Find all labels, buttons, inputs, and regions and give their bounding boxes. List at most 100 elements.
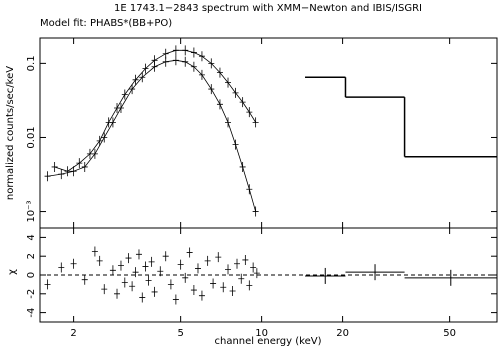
data-point <box>167 279 174 290</box>
data-point <box>121 89 128 100</box>
data-point <box>157 266 164 277</box>
data-point <box>81 274 88 285</box>
data-point <box>51 161 58 172</box>
data-point <box>129 84 136 95</box>
data-point <box>96 255 103 266</box>
y-tick-label: 0.01 <box>26 126 37 148</box>
y-tick-label: 0.1 <box>26 55 37 71</box>
y-axis-label: χ <box>7 269 18 275</box>
data-point <box>208 84 215 95</box>
x-tick-label: 50 <box>443 328 456 339</box>
data-point <box>81 161 88 172</box>
data-point <box>252 117 259 128</box>
data-point <box>253 268 260 279</box>
data-point <box>246 280 253 291</box>
data-point <box>190 61 197 72</box>
data-point <box>194 263 201 274</box>
data-point <box>91 148 98 159</box>
data-point <box>172 45 179 56</box>
data-point <box>109 117 116 128</box>
x-tick-label: 5 <box>177 328 183 339</box>
y-tick-label: 10⁻³ <box>26 201 37 223</box>
data-point <box>190 285 197 296</box>
data-point <box>225 77 232 88</box>
data-point <box>117 102 124 113</box>
data-point <box>232 139 239 150</box>
data-point <box>239 97 246 108</box>
data-point <box>216 67 223 78</box>
data-point <box>117 260 124 271</box>
data-point <box>139 292 146 303</box>
data-point <box>162 56 169 67</box>
data-point <box>151 286 158 297</box>
data-point <box>44 279 51 290</box>
data-point <box>162 251 169 262</box>
data-point <box>246 107 253 118</box>
data-point <box>101 132 108 143</box>
data-point <box>182 272 189 283</box>
y-tick-label: -2 <box>26 289 37 299</box>
data-point <box>210 278 217 289</box>
y-axis-label: normalized counts/sec/keV <box>5 66 16 200</box>
data-point <box>208 58 215 69</box>
data-point <box>215 252 222 263</box>
data-point <box>204 255 211 266</box>
y-tick-label: -4 <box>26 308 37 318</box>
data-point <box>172 55 179 66</box>
data-point <box>109 265 116 276</box>
y-tick-label: 4 <box>26 234 37 240</box>
x-axis-label: channel energy (keV) <box>214 336 321 347</box>
data-point <box>142 63 149 74</box>
data-point <box>250 262 257 273</box>
data-point <box>234 258 241 269</box>
data-point <box>238 273 245 284</box>
data-point <box>58 262 65 273</box>
data-point <box>132 267 139 278</box>
data-point <box>64 166 71 177</box>
data-point <box>132 74 139 85</box>
data-point <box>246 184 253 195</box>
data-point <box>145 275 152 286</box>
data-point <box>172 294 179 305</box>
model-line <box>47 59 257 212</box>
model-line <box>54 49 256 172</box>
chart-title: 1E 1743.1−2843 spectrum with XMM−Newton … <box>114 3 422 14</box>
data-point <box>135 249 142 260</box>
data-point <box>148 256 155 267</box>
chart-subtitle: Model fit: PHABS*(BB+PO) <box>40 18 172 29</box>
data-point <box>58 169 65 180</box>
x-tick-label: 2 <box>70 328 76 339</box>
data-point <box>182 56 189 67</box>
y-tick-label: 2 <box>26 253 37 259</box>
data-point <box>139 72 146 83</box>
data-point <box>242 254 249 265</box>
data-point <box>114 288 121 299</box>
data-point <box>101 284 108 295</box>
data-point <box>182 45 189 56</box>
data-point <box>96 135 103 146</box>
data-point <box>220 282 227 293</box>
data-point <box>239 161 246 172</box>
data-point <box>198 51 205 62</box>
data-point <box>216 99 223 110</box>
data-point <box>232 87 239 98</box>
data-point <box>177 259 184 270</box>
data-point <box>121 277 128 288</box>
data-point <box>186 247 193 258</box>
data-point <box>76 158 83 169</box>
y-tick-label: 0 <box>26 272 37 278</box>
data-point <box>225 117 232 128</box>
data-point <box>125 253 132 264</box>
data-point <box>229 285 236 296</box>
plot-frame <box>39 37 498 229</box>
data-point <box>198 69 205 80</box>
data-point <box>225 264 232 275</box>
data-point <box>70 166 77 177</box>
data-point <box>44 171 51 182</box>
data-point <box>70 258 77 269</box>
x-tick-label: 10 <box>255 328 268 339</box>
data-point <box>190 47 197 58</box>
data-point <box>252 206 259 217</box>
x-tick-label: 20 <box>336 328 349 339</box>
